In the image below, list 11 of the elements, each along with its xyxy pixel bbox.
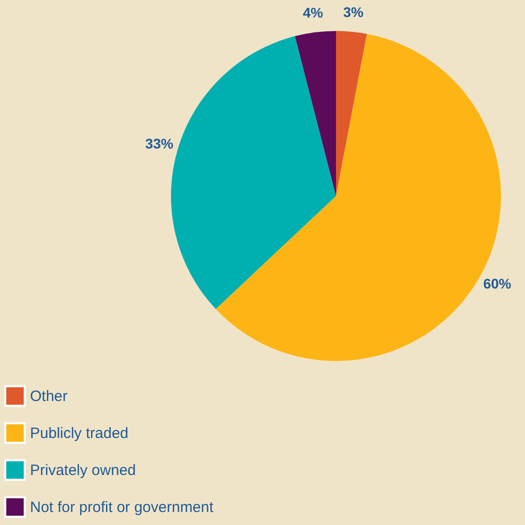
legend-label: Privately owned [30,462,136,479]
data-label: 60% [483,276,512,292]
data-label: 4% [302,4,324,20]
legend-label: Other [30,388,68,405]
data-label: 3% [343,4,364,20]
pie-slice [336,31,367,196]
legend-label: Publicly traded [30,425,128,442]
pie-slice [294,31,336,196]
pie-slice [171,36,336,309]
data-label: 33% [145,136,174,152]
legend-label: Not for profit or government [30,499,214,516]
